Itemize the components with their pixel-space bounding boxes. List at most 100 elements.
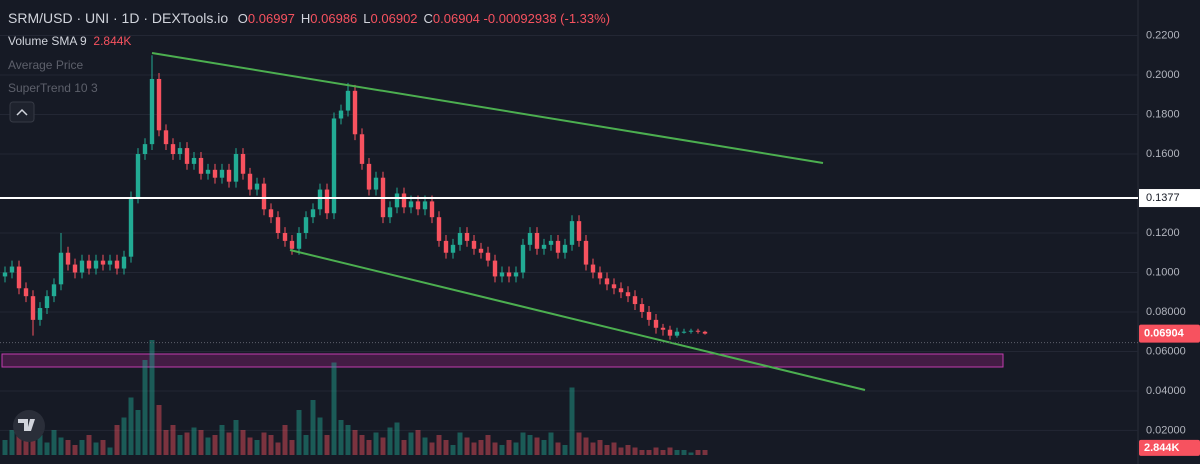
volume-bar — [72, 445, 78, 455]
volume-bar — [240, 430, 246, 455]
candle-body — [401, 193, 407, 208]
volume-bar — [170, 425, 176, 455]
volume-bar — [254, 440, 260, 455]
volume-bar — [44, 442, 50, 455]
volume-bar — [695, 450, 701, 455]
volume-bar — [485, 435, 491, 455]
volume-bar — [632, 447, 638, 455]
candle-body — [100, 260, 106, 265]
candle-body — [275, 217, 281, 233]
candle-body — [394, 193, 400, 208]
grid — [0, 35, 1138, 431]
volume-bar — [478, 440, 484, 455]
volume-bar — [408, 432, 414, 455]
y-tick-label: 0.06000 — [1146, 345, 1186, 357]
candle-body — [527, 232, 533, 245]
volume-bar — [562, 445, 568, 455]
candle-body — [457, 232, 463, 245]
volume-bar — [303, 435, 309, 455]
candle-body — [44, 296, 50, 309]
candle-body — [23, 288, 29, 297]
last-price-label: 0.06904 — [1144, 328, 1185, 340]
indicator-average: Average Price — [8, 58, 84, 72]
price-label: 0.1377 — [1146, 192, 1180, 204]
volume-bar — [107, 447, 113, 455]
volume-bar — [436, 435, 442, 455]
volume-label-bg — [1139, 439, 1200, 456]
volume-bar — [2, 440, 8, 455]
volume-bar — [576, 432, 582, 455]
volume-bar — [415, 430, 421, 455]
volume-bar — [569, 387, 575, 455]
volume-pane — [2, 340, 708, 455]
candle-body — [128, 197, 134, 257]
candle-body — [359, 134, 365, 164]
volume-bar — [387, 427, 393, 455]
candle-body — [625, 292, 631, 297]
volume-bar — [471, 442, 477, 455]
overlay: 0.1377 0.06904 2.844K — [0, 189, 1200, 456]
volume-bar — [527, 435, 533, 455]
ohlc-label: O — [237, 11, 248, 26]
volume-bar — [184, 432, 190, 455]
logo — [13, 410, 45, 442]
candle-body — [443, 240, 449, 253]
candle-body — [226, 169, 232, 182]
volume-bar — [198, 430, 204, 455]
volume-bar — [289, 440, 295, 455]
candle-body — [170, 144, 176, 155]
candle-body — [212, 169, 218, 178]
last-price-bg — [1139, 324, 1200, 343]
candle-body — [408, 201, 414, 208]
volume-bar — [142, 360, 148, 455]
volume-bar — [135, 410, 141, 455]
volume-bar — [492, 442, 498, 455]
candle-body — [310, 209, 316, 218]
candle-body — [72, 264, 78, 273]
candle-body — [492, 260, 498, 277]
volume-bar — [653, 447, 659, 455]
candle-body — [562, 244, 568, 253]
candle-body — [436, 217, 442, 241]
candle-body — [534, 232, 540, 249]
candle-body — [261, 183, 267, 210]
volume-bar — [401, 440, 407, 455]
indicator-value: 2.844K — [93, 34, 132, 48]
candle-body — [93, 260, 99, 269]
volume-bar — [65, 440, 71, 455]
collapse-button[interactable] — [9, 101, 35, 123]
candle-body — [121, 256, 127, 269]
candle-body — [184, 148, 190, 164]
ohlc-value: 0.06986 — [310, 11, 358, 26]
candle-body — [366, 163, 372, 190]
volume-bar — [359, 435, 365, 455]
candle-body — [16, 266, 22, 289]
volume-bar — [58, 437, 64, 455]
volume-bar — [324, 435, 330, 455]
candle-body — [289, 240, 295, 249]
volume-bar — [205, 437, 211, 455]
candle-body — [429, 201, 435, 218]
candle-body — [156, 78, 162, 131]
volume-bar — [667, 447, 673, 455]
candle-body — [541, 244, 547, 249]
volume-bar — [534, 437, 540, 455]
candle-body — [422, 201, 428, 210]
volume-bar — [702, 450, 708, 455]
candle-body — [597, 272, 603, 279]
candle-body — [387, 207, 393, 218]
candle-body — [135, 154, 141, 198]
volume-bar — [86, 435, 92, 455]
y-tick-label: 0.2200 — [1146, 29, 1180, 41]
ohlc-value: 0.06902 — [370, 11, 418, 26]
volume-bar — [121, 417, 127, 455]
trendline — [289, 249, 866, 391]
indicator-name: Volume SMA 9 — [8, 34, 87, 48]
volume-bar — [310, 400, 316, 455]
price-label-bg — [1139, 189, 1200, 208]
volume-bar — [660, 450, 666, 455]
y-tick-label: 0.2000 — [1146, 69, 1180, 81]
ohlc-legend: O0.06997 H0.06986 L0.06902 C0.06904 — [232, 11, 484, 26]
